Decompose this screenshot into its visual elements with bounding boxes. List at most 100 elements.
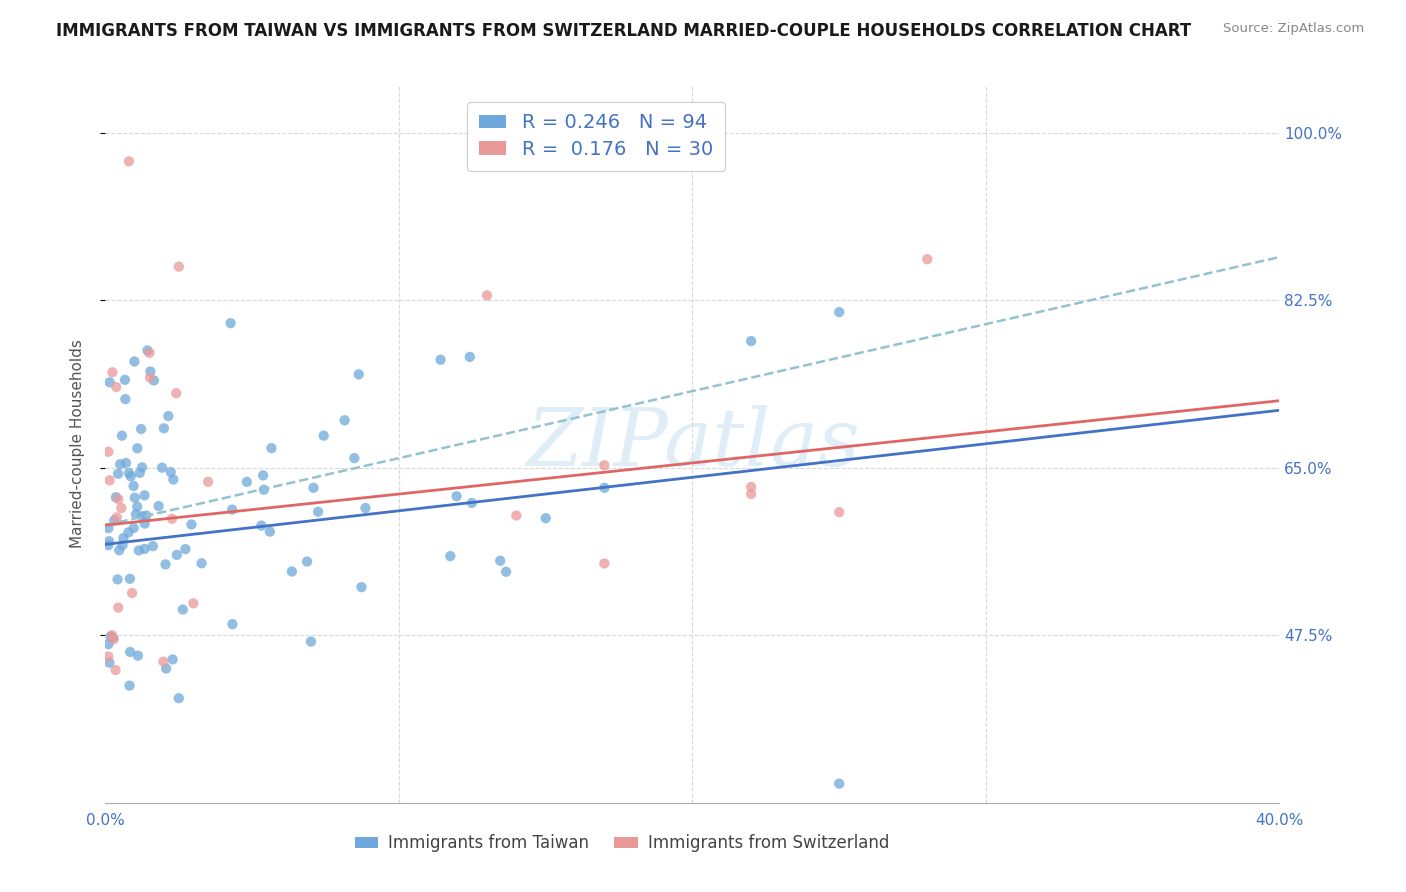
Point (333, 413, 356, 427)
Point (124, 491, 146, 505)
Point (112, 531, 135, 545)
Point (252, 468, 274, 483)
Point (172, 602, 194, 616)
Point (160, 512, 183, 526)
Point (97, 444, 120, 458)
Point (135, 508, 157, 523)
Point (165, 386, 187, 401)
Point (281, 565, 304, 579)
Point (593, 458, 616, 473)
Point (134, 488, 156, 502)
Point (142, 374, 165, 388)
Point (107, 600, 129, 615)
Point (134, 516, 156, 531)
Text: Source: ZipAtlas.com: Source: ZipAtlas.com (1223, 22, 1364, 36)
Point (101, 365, 124, 379)
Point (153, 421, 176, 435)
Point (97, 521, 120, 535)
Point (593, 481, 616, 495)
Point (98, 534, 121, 549)
Point (127, 648, 149, 663)
Point (828, 305, 851, 319)
Point (495, 565, 517, 579)
Point (190, 556, 212, 570)
Point (138, 346, 160, 360)
Point (155, 662, 177, 676)
Point (157, 409, 180, 423)
Point (307, 505, 329, 519)
Point (127, 500, 149, 514)
Point (429, 352, 451, 367)
Point (122, 521, 145, 535)
Point (139, 364, 162, 378)
Point (128, 466, 150, 480)
Point (162, 472, 184, 486)
Legend: Immigrants from Taiwan, Immigrants from Switzerland: Immigrants from Taiwan, Immigrants from … (349, 828, 896, 859)
Point (124, 354, 146, 368)
Point (299, 634, 322, 648)
Point (101, 631, 124, 645)
Point (107, 492, 129, 507)
Point (98, 656, 121, 670)
Point (98, 473, 121, 487)
Point (219, 316, 242, 330)
Point (101, 628, 124, 642)
Point (350, 580, 373, 594)
Point (105, 380, 128, 394)
Point (489, 554, 512, 568)
Point (312, 428, 335, 442)
Point (108, 543, 131, 558)
Point (118, 466, 141, 480)
Point (97, 538, 120, 552)
Point (505, 508, 527, 523)
Point (115, 456, 138, 470)
Point (828, 505, 851, 519)
Point (117, 525, 139, 540)
Point (917, 252, 939, 267)
Point (302, 481, 325, 495)
Point (221, 502, 243, 516)
Point (97, 649, 120, 664)
Point (534, 511, 557, 525)
Point (105, 510, 128, 524)
Point (131, 460, 153, 475)
Point (118, 572, 141, 586)
Point (131, 509, 153, 524)
Point (142, 539, 165, 553)
Point (740, 480, 762, 494)
Point (108, 457, 131, 471)
Point (100, 630, 122, 644)
Point (136, 343, 159, 358)
Point (343, 451, 366, 466)
Point (740, 487, 762, 501)
Point (347, 368, 370, 382)
Point (110, 501, 132, 516)
Point (120, 645, 142, 659)
Point (111, 538, 134, 552)
Point (259, 524, 281, 539)
Point (221, 617, 243, 632)
Point (97, 637, 120, 651)
Point (167, 691, 190, 706)
Point (122, 479, 145, 493)
Point (103, 632, 125, 647)
Point (120, 469, 142, 483)
Point (458, 350, 481, 364)
Point (167, 260, 190, 274)
Point (159, 465, 181, 479)
Point (236, 475, 259, 489)
Point (740, 334, 762, 348)
Point (446, 489, 468, 503)
Text: IMMIGRANTS FROM TAIWAN VS IMMIGRANTS FROM SWITZERLAND MARRIED-COUPLE HOUSEHOLDS : IMMIGRANTS FROM TAIWAN VS IMMIGRANTS FRO… (56, 22, 1191, 40)
Point (129, 422, 152, 436)
Point (250, 518, 273, 533)
Point (475, 288, 498, 302)
Point (104, 490, 127, 504)
Point (107, 573, 129, 587)
Point (166, 548, 188, 562)
Point (98, 376, 121, 390)
Point (260, 441, 283, 455)
Point (828, 777, 851, 791)
Point (118, 154, 141, 169)
Point (148, 499, 170, 513)
